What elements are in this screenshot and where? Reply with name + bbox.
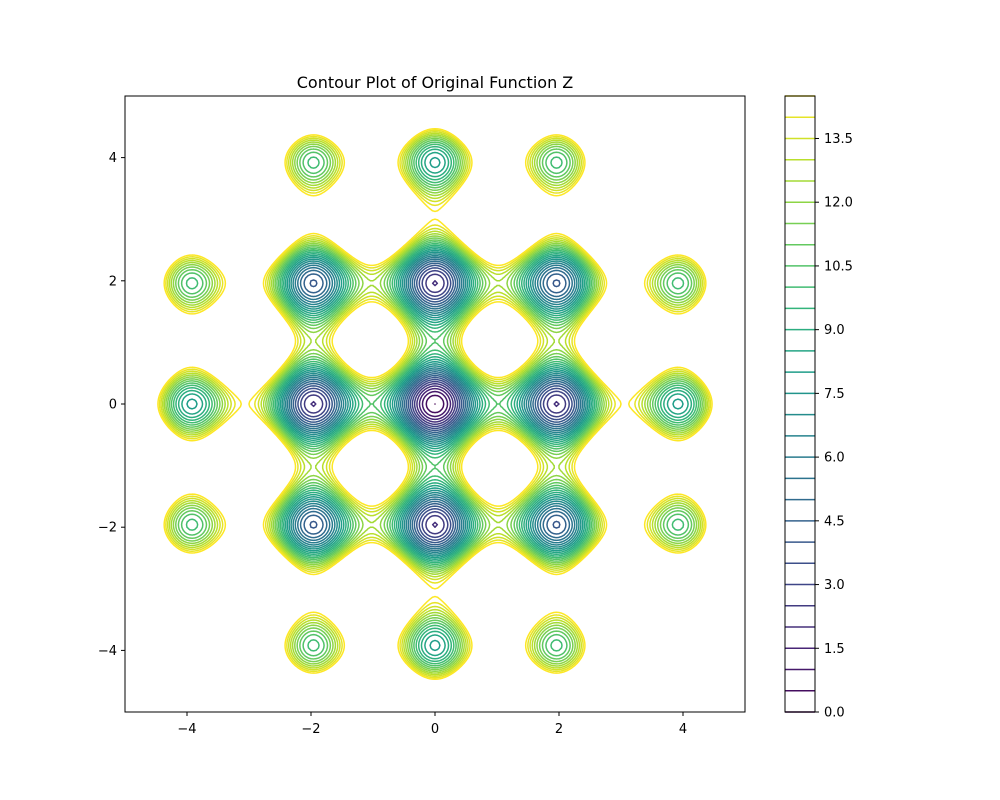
- contour-level-5: [290, 260, 580, 548]
- contour-level-2-5: [303, 273, 567, 535]
- colorbar: 0.0 1.5 3.0 4.5 6.0 7.5 9.0 10.5 12.0 13.5: [784, 95, 853, 721]
- contour-level-4-5: [292, 262, 578, 546]
- colorbar-tick-label: 7.5: [824, 387, 845, 402]
- contour-level-7-5: [281, 251, 589, 557]
- contour-level-6: [286, 256, 584, 552]
- x-tick-label: −4: [177, 722, 196, 737]
- contour-level-5-5: [288, 258, 582, 550]
- colorbar-tick-label: 13.5: [824, 132, 853, 147]
- contour-level-7: [283, 253, 587, 555]
- contour-level-9: [177, 148, 693, 660]
- x-tick-label: 4: [679, 722, 687, 737]
- contour-level-14-5: [157, 127, 713, 681]
- x-tick-label: −2: [301, 722, 320, 737]
- contour-level-13-5: [160, 131, 710, 677]
- contour-level-11: [168, 139, 702, 669]
- y-axis: −4 −2 0 2 4: [98, 151, 125, 659]
- contour-level-8-5: [181, 151, 689, 657]
- colorbar-tick-label: 10.5: [824, 259, 853, 274]
- contour-level-14: [158, 129, 712, 679]
- y-tick-label: 0: [109, 398, 117, 413]
- colorbar-tick-label: 3.0: [824, 578, 845, 593]
- y-tick-label: 2: [109, 274, 117, 289]
- contour-level-10-5: [170, 141, 700, 667]
- contour-level-1-5: [418, 387, 452, 421]
- colorbar-tick-label: 1.5: [824, 642, 845, 657]
- contour-level-12-5: [163, 134, 707, 674]
- contour-level-4: [294, 264, 576, 544]
- contour-level-10: [172, 143, 698, 665]
- contour-level-0-5: [425, 394, 445, 414]
- x-tick-label: 2: [555, 722, 563, 737]
- colorbar-tick-label: 6.0: [824, 451, 845, 466]
- x-axis: −4 −2 0 2 4: [177, 712, 687, 737]
- colorbar-frame: [784, 95, 816, 713]
- contour-lines: [157, 127, 713, 681]
- y-tick-label: 4: [109, 151, 117, 166]
- contour-level-3: [300, 269, 570, 539]
- contour-level-6-5: [284, 254, 586, 554]
- y-tick-label: −4: [98, 644, 117, 659]
- colorbar-tick-label: 4.5: [824, 514, 845, 529]
- chart-title: Contour Plot of Original Function Z: [297, 73, 574, 92]
- contour-level-3-5: [297, 267, 573, 541]
- x-tick-label: 0: [431, 722, 439, 737]
- colorbar-tick-label: 0.0: [824, 706, 845, 721]
- contour-level-1: [421, 390, 449, 418]
- contour-level-12: [165, 135, 705, 673]
- contour-level-2: [310, 280, 560, 528]
- contour-level-13: [161, 132, 709, 676]
- colorbar-tick-label: 9.0: [824, 323, 845, 338]
- contour-level-11-5: [166, 137, 704, 671]
- contour-level-9-5: [175, 145, 695, 663]
- y-tick-label: −2: [98, 521, 117, 536]
- colorbar-tick-label: 12.0: [824, 196, 853, 211]
- contour-level-8: [186, 156, 684, 652]
